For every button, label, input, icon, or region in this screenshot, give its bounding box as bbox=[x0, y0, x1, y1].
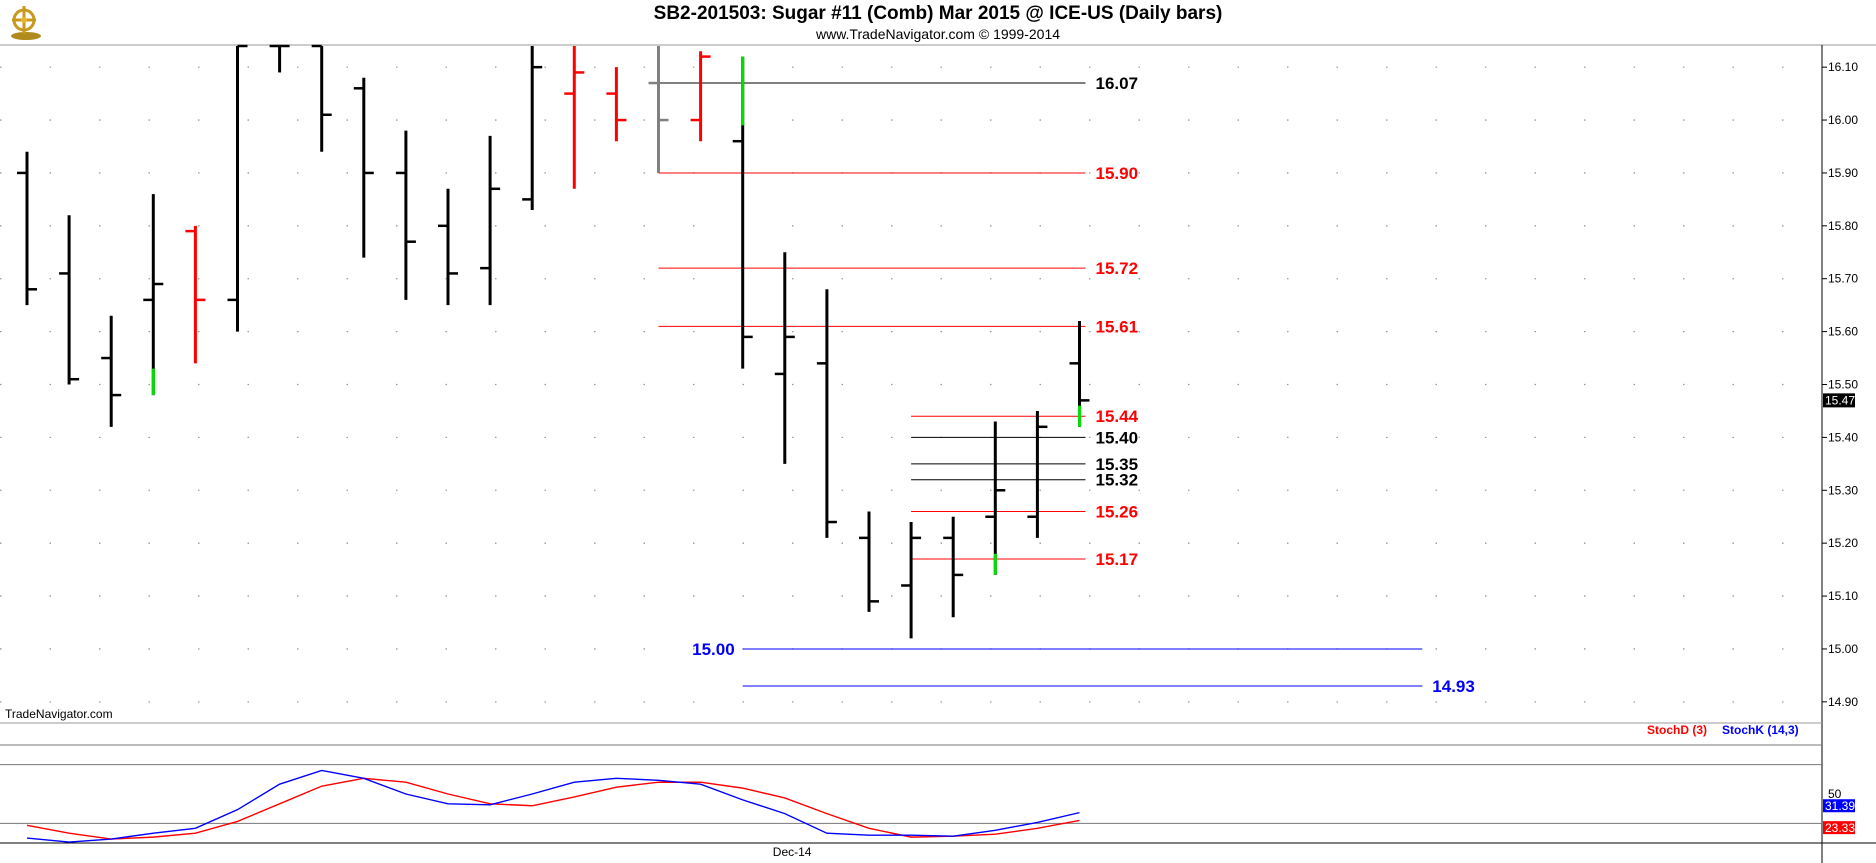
price-level-label: 15.17 bbox=[1096, 550, 1139, 569]
price-tick-label: 15.30 bbox=[1828, 483, 1858, 497]
stoch-value-tag bbox=[1823, 799, 1855, 813]
price-tick-label: 15.10 bbox=[1828, 589, 1858, 603]
price-tick-label: 15.60 bbox=[1828, 325, 1858, 339]
price-tick-label: 15.90 bbox=[1828, 166, 1858, 180]
last-price-label: 15.47 bbox=[1825, 393, 1855, 407]
price-tick-label: 15.70 bbox=[1828, 272, 1858, 286]
price-level-label: 15.44 bbox=[1096, 407, 1139, 426]
price-tick-label: 16.00 bbox=[1828, 113, 1858, 127]
price-tick-label: 15.80 bbox=[1828, 219, 1858, 233]
chart-subtitle: www.TradeNavigator.com © 1999-2014 bbox=[815, 26, 1061, 42]
chart-title: SB2-201503: Sugar #11 (Comb) Mar 2015 @ … bbox=[653, 3, 1223, 24]
tradenavigator-logo-icon bbox=[11, 6, 41, 40]
stoch-value-label: 23.33 bbox=[1825, 821, 1855, 835]
price-level-label: 15.90 bbox=[1096, 164, 1139, 183]
stoch-series-stochK bbox=[26, 769, 1080, 843]
price-level-label: 15.72 bbox=[1096, 259, 1139, 278]
price-level-label: 15.32 bbox=[1096, 471, 1139, 490]
price-level-label: 15.61 bbox=[1096, 317, 1139, 336]
legend-stochk: StochK (14,3) bbox=[1722, 723, 1799, 737]
legend-stochd: StochD (3) bbox=[1647, 723, 1707, 737]
price-level-label: 15.40 bbox=[1096, 428, 1139, 447]
last-price-tag bbox=[1823, 393, 1855, 408]
stoch-tick-label: 50 bbox=[1828, 787, 1842, 801]
watermark-text: TradeNavigator.com bbox=[5, 707, 113, 721]
price-tick-label: 14.90 bbox=[1828, 695, 1858, 709]
price-tick-label: 15.20 bbox=[1828, 536, 1858, 550]
price-tick-label: 15.40 bbox=[1828, 430, 1858, 444]
price-tick-label: 16.10 bbox=[1828, 60, 1858, 74]
price-level-label: 14.93 bbox=[1432, 677, 1475, 696]
price-level-label: 15.00 bbox=[692, 640, 735, 659]
stoch-value-tag bbox=[1823, 821, 1855, 835]
stoch-value-label: 31.39 bbox=[1825, 799, 1855, 813]
price-level-label: 16.07 bbox=[1096, 74, 1139, 93]
price-level-label: 15.26 bbox=[1096, 502, 1139, 521]
time-tick-label: Dec-14 bbox=[773, 845, 812, 859]
price-level-label: 15.35 bbox=[1096, 455, 1139, 474]
price-tick-label: 15.50 bbox=[1828, 378, 1858, 392]
price-tick-label: 15.00 bbox=[1828, 642, 1858, 656]
